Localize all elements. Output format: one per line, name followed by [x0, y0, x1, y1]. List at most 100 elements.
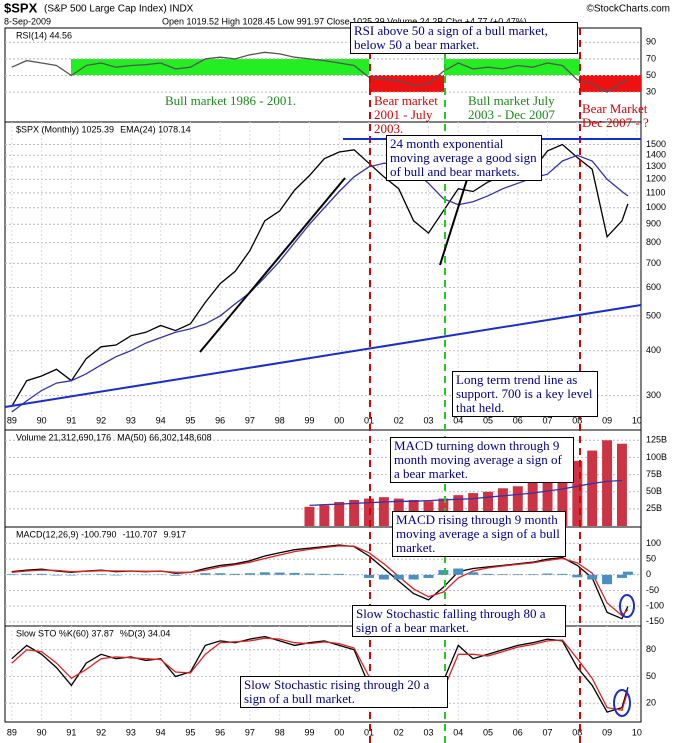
x-tick-label: 02	[394, 727, 404, 737]
bar	[304, 506, 315, 526]
series-line	[11, 637, 629, 712]
bar	[616, 443, 627, 526]
bar	[170, 574, 181, 576]
bar	[453, 568, 464, 575]
annotation: Bear Market Dec 2007 - ?	[582, 101, 649, 130]
annotation: Bull market 1986 - 2001.	[165, 93, 297, 108]
x-tick-label: 07	[543, 727, 553, 737]
bar	[587, 450, 598, 526]
y-tick-label: 400	[646, 345, 661, 355]
x-tick-label: 00	[334, 727, 344, 737]
bar	[349, 499, 360, 526]
bar	[274, 572, 285, 575]
y-tick-label: 20	[646, 698, 656, 708]
bar	[66, 574, 77, 576]
bar	[6, 574, 17, 575]
bar	[557, 573, 568, 575]
legend-entry: Slow STO %K(60) 37.87	[16, 628, 114, 638]
x-tick-label: 90	[37, 727, 47, 737]
annotation: Bull market July 2003 - Dec 2007	[468, 93, 556, 122]
bar	[483, 491, 493, 526]
bar	[497, 488, 508, 526]
bar	[497, 574, 508, 575]
y-tick-label: 1400	[646, 150, 666, 160]
y-tick-label: 90	[646, 37, 656, 47]
x-tick-label: 03	[423, 415, 433, 425]
y-tick-label: 80	[646, 644, 656, 654]
bar	[393, 574, 404, 580]
bar	[319, 573, 330, 575]
x-tick-label: 92	[96, 727, 106, 737]
bar	[96, 574, 107, 575]
x-tick-label: 08	[572, 415, 582, 425]
x-tick-label: 01	[364, 415, 374, 425]
bar	[622, 571, 633, 575]
x-tick-label: 92	[96, 415, 106, 425]
rsi-bands	[71, 59, 641, 92]
x-tick-label: 93	[126, 727, 136, 737]
bar	[363, 574, 374, 578]
bar	[557, 471, 568, 526]
bar	[527, 481, 538, 526]
y-tick-label: 1500	[646, 139, 666, 149]
y-tick-label: -100	[646, 601, 664, 611]
x-tick-label: 00	[334, 415, 344, 425]
y-tick-label: 300	[646, 390, 661, 400]
x-tick-label: 96	[215, 415, 225, 425]
series-line	[11, 51, 629, 93]
y-tick-label: 100B	[646, 452, 667, 462]
y-tick-label: 600	[646, 282, 661, 292]
bar	[36, 573, 47, 575]
series-line	[309, 479, 623, 507]
x-tick-label: 08	[572, 727, 582, 737]
legend-entry: RSI(14) 44.56	[16, 30, 72, 40]
bear-band	[580, 75, 641, 92]
y-tick-label: 25B	[646, 503, 662, 513]
bar	[616, 574, 627, 578]
annotation: Slow Stochastic rising through 20 a sign…	[240, 676, 448, 708]
annotation: MACD rising through 9 month moving avera…	[392, 511, 566, 557]
date: 8-Sep-2009	[4, 16, 51, 26]
y-tick-label: 50B	[646, 486, 662, 496]
bar	[244, 573, 255, 575]
x-tick-label: 97	[245, 727, 255, 737]
y-tick-label: 125B	[646, 435, 667, 445]
bar	[408, 574, 419, 580]
x-tick-label: 07	[543, 415, 553, 425]
series-line	[11, 545, 629, 617]
x-tick-label: 89	[7, 415, 17, 425]
x-tick-label: 95	[185, 415, 195, 425]
y-tick-label: 900	[646, 219, 661, 229]
bar	[21, 573, 32, 575]
bar	[423, 574, 434, 578]
bar	[602, 440, 613, 526]
bull-band	[71, 59, 369, 75]
bar	[259, 572, 270, 575]
bar	[334, 502, 345, 526]
x-tick-label: 89	[7, 727, 17, 737]
legend-entry: MA(50) 66,302,148,608	[117, 432, 212, 442]
bar	[319, 505, 330, 526]
x-tick-label: 10	[632, 727, 642, 737]
annotation: Slow Stochastic falling through 80 a sig…	[352, 605, 566, 637]
annotation: 24 month exponential moving average a go…	[386, 135, 542, 181]
series-line	[11, 544, 629, 620]
x-tick-label: 01	[364, 727, 374, 737]
x-tick-label: 10	[632, 415, 642, 425]
x-tick-label: 91	[66, 415, 76, 425]
bar	[364, 498, 374, 526]
bar	[110, 574, 122, 576]
series-line	[11, 635, 629, 713]
y-tick-label: 50	[646, 70, 656, 80]
bar	[230, 573, 241, 575]
x-tick-label: 98	[275, 415, 285, 425]
x-tick-label: 93	[126, 415, 136, 425]
legend-entry: -110.707	[123, 529, 158, 539]
bar	[51, 574, 62, 576]
y-tick-label: 1000	[646, 202, 666, 212]
legend-entry: 9.917	[163, 529, 186, 539]
x-tick-label: 09	[602, 415, 612, 425]
x-tick-label: 09	[602, 727, 612, 737]
bar	[512, 486, 523, 526]
